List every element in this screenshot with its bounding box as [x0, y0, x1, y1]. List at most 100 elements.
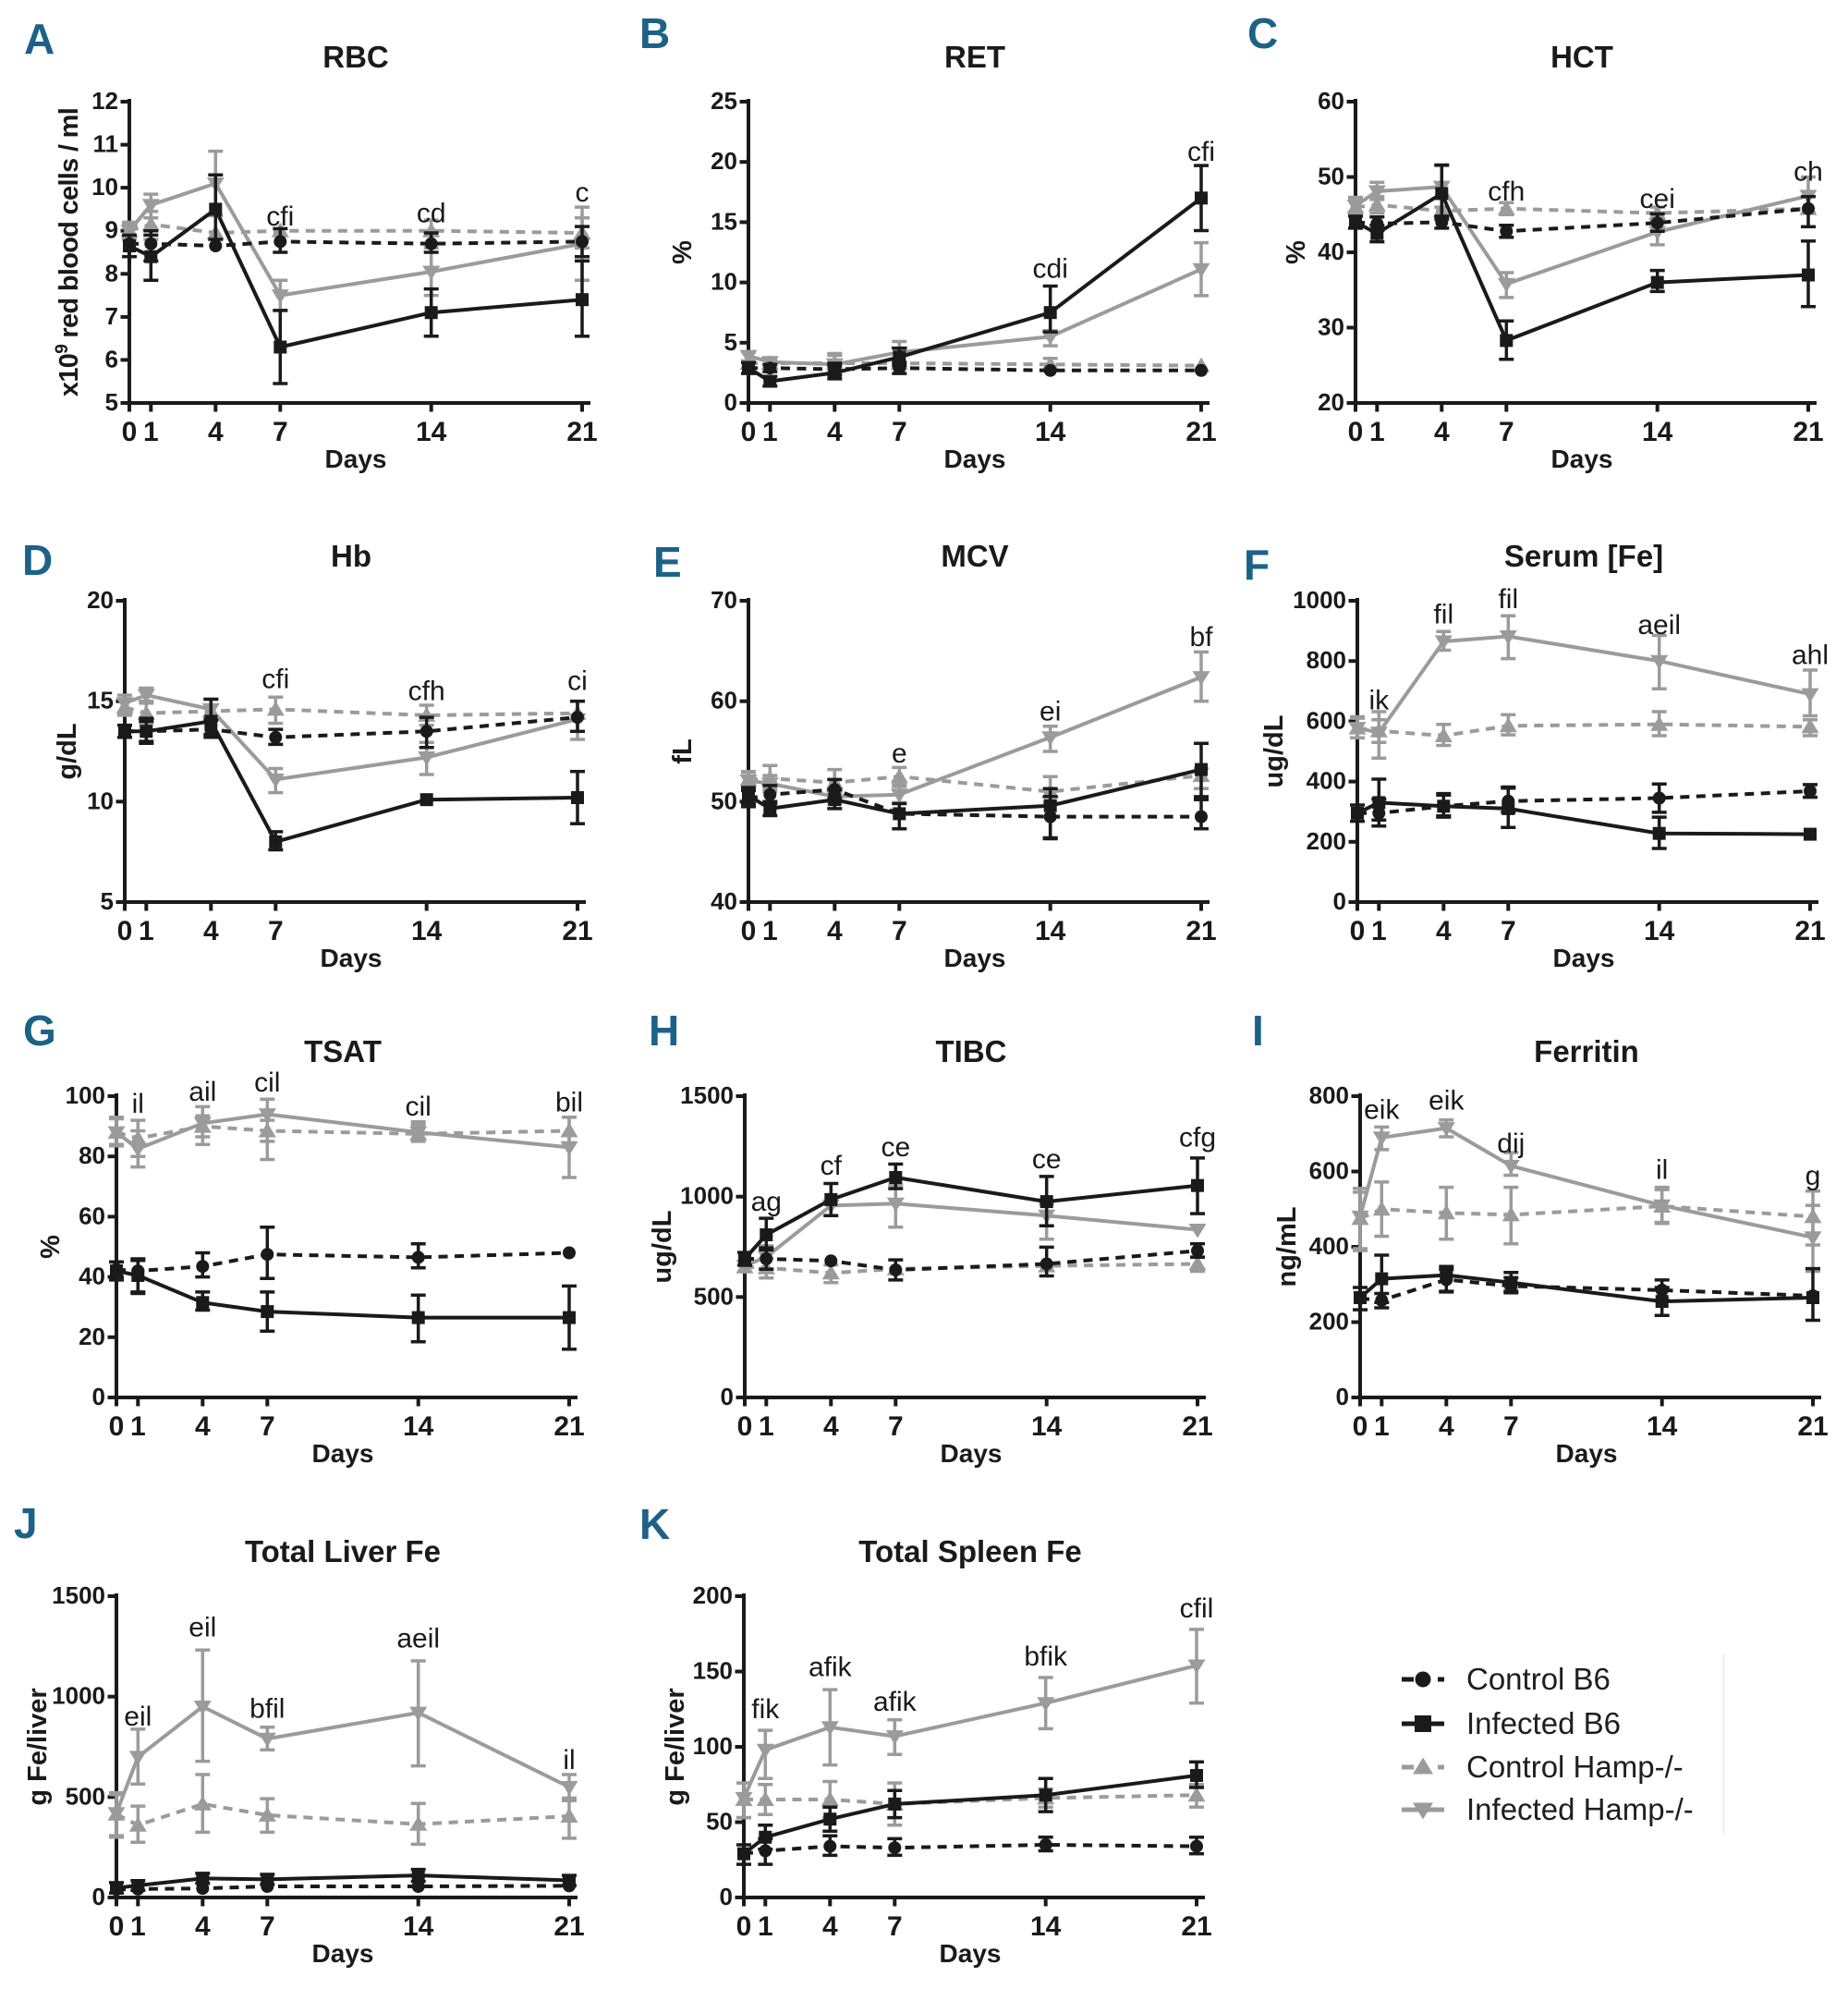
svg-text:4: 4 — [823, 1411, 839, 1442]
svg-text:Days: Days — [312, 1439, 374, 1468]
svg-text:Days: Days — [944, 445, 1006, 473]
svg-text:400: 400 — [1309, 1232, 1349, 1260]
svg-text:800: 800 — [1307, 646, 1346, 674]
svg-text:20: 20 — [1318, 388, 1344, 416]
svg-text:0: 0 — [736, 1911, 752, 1942]
svg-text:cfh: cfh — [408, 677, 445, 707]
svg-text:Days: Days — [312, 1939, 374, 1968]
svg-text:F: F — [1244, 541, 1270, 589]
svg-text:7: 7 — [1499, 417, 1514, 447]
svg-text:21: 21 — [553, 1911, 584, 1942]
svg-text:Ferritin: Ferritin — [1534, 1034, 1639, 1068]
svg-text:1000: 1000 — [1293, 586, 1346, 614]
svg-text:25: 25 — [711, 87, 737, 115]
svg-text:C: C — [1247, 9, 1278, 57]
svg-text:0: 0 — [109, 1911, 125, 1942]
svg-text:40: 40 — [1318, 238, 1344, 265]
svg-text:e: e — [892, 738, 907, 769]
svg-text:50: 50 — [706, 1808, 733, 1836]
svg-text:4: 4 — [827, 916, 843, 946]
svg-text:bfik: bfik — [1024, 1641, 1068, 1672]
svg-text:afik: afik — [808, 1652, 853, 1682]
svg-text:ail: ail — [188, 1077, 216, 1107]
svg-text:ahl: ahl — [1792, 641, 1829, 671]
svg-text:eil: eil — [124, 1702, 152, 1732]
svg-text:20: 20 — [711, 147, 737, 175]
svg-text:0: 0 — [109, 1411, 125, 1442]
svg-text:fik: fik — [751, 1694, 780, 1725]
svg-text:7: 7 — [268, 916, 284, 946]
svg-text:Days: Days — [1551, 445, 1613, 473]
svg-text:0: 0 — [1350, 916, 1366, 946]
svg-text:15: 15 — [711, 207, 737, 235]
svg-text:21: 21 — [1797, 1411, 1828, 1442]
svg-text:7: 7 — [892, 417, 907, 447]
svg-text:100: 100 — [693, 1732, 733, 1760]
svg-text:14: 14 — [1030, 1911, 1062, 1942]
svg-text:4: 4 — [195, 1911, 211, 1942]
svg-text:A: A — [24, 15, 55, 63]
svg-text:150: 150 — [693, 1657, 733, 1685]
svg-text:Days: Days — [325, 445, 387, 473]
svg-text:cfi: cfi — [266, 201, 294, 232]
svg-text:il: il — [1656, 1155, 1668, 1186]
svg-text:1: 1 — [759, 1411, 774, 1442]
svg-text:cfi: cfi — [1187, 137, 1215, 167]
svg-text:7: 7 — [887, 1911, 903, 1942]
svg-text:1: 1 — [758, 1911, 773, 1942]
svg-text:cdi: cdi — [1033, 253, 1068, 284]
svg-text:ug/dL: ug/dL — [1259, 715, 1289, 788]
svg-text:21: 21 — [566, 417, 597, 447]
svg-text:cil: cil — [406, 1092, 432, 1122]
svg-text:RBC: RBC — [322, 40, 389, 74]
svg-text:21: 21 — [553, 1411, 584, 1442]
svg-text:Days: Days — [1556, 1439, 1618, 1468]
svg-text:cfg: cfg — [1179, 1122, 1216, 1153]
svg-text:1: 1 — [130, 1411, 146, 1442]
svg-text:4: 4 — [208, 417, 224, 447]
svg-text:200: 200 — [693, 1581, 733, 1609]
svg-text:14: 14 — [416, 417, 447, 447]
svg-text:4: 4 — [1436, 916, 1452, 946]
svg-text:20: 20 — [79, 1323, 105, 1350]
svg-text:14: 14 — [1642, 417, 1673, 447]
svg-text:4: 4 — [1434, 417, 1450, 447]
svg-text:cei: cei — [1640, 184, 1675, 214]
svg-text:HCT: HCT — [1550, 40, 1613, 74]
svg-text:aeil: aeil — [1637, 610, 1681, 641]
svg-text:15: 15 — [87, 687, 114, 714]
svg-text:50: 50 — [711, 787, 737, 814]
svg-text:Serum [Fe]: Serum [Fe] — [1504, 539, 1663, 573]
svg-text:0: 0 — [724, 388, 737, 416]
svg-text:14: 14 — [1647, 1411, 1678, 1442]
svg-text:G: G — [23, 1007, 56, 1055]
svg-text:g Fe/liver: g Fe/liver — [23, 1688, 53, 1805]
svg-text:I: I — [1252, 1007, 1264, 1055]
svg-text:21: 21 — [1794, 916, 1825, 946]
svg-text:0: 0 — [1353, 1411, 1368, 1442]
svg-text:g Fe/liver: g Fe/liver — [661, 1688, 690, 1805]
svg-text:il: il — [563, 1745, 575, 1775]
svg-text:6: 6 — [105, 345, 118, 372]
svg-text:4: 4 — [1439, 1411, 1454, 1442]
svg-text:Days: Days — [944, 944, 1006, 972]
svg-text:5: 5 — [724, 328, 737, 356]
svg-text:4: 4 — [203, 916, 219, 946]
svg-text:30: 30 — [1318, 313, 1344, 341]
svg-text:7: 7 — [260, 1411, 275, 1442]
svg-text:60: 60 — [711, 687, 737, 714]
svg-text:1: 1 — [762, 916, 778, 946]
svg-text:%: % — [1282, 240, 1311, 264]
svg-text:bil: bil — [555, 1087, 583, 1117]
svg-text:0: 0 — [741, 916, 757, 946]
svg-text:fL: fL — [668, 738, 698, 763]
svg-text:0: 0 — [720, 1883, 733, 1910]
svg-text:5: 5 — [105, 388, 118, 416]
svg-text:B: B — [639, 9, 670, 57]
svg-text:g/dL: g/dL — [53, 723, 82, 779]
svg-text:MCV: MCV — [941, 539, 1008, 573]
svg-text:1: 1 — [139, 916, 154, 946]
svg-text:0: 0 — [737, 1411, 753, 1442]
svg-text:200: 200 — [1307, 827, 1346, 855]
svg-text:Infected Hamp-/-: Infected Hamp-/- — [1466, 1792, 1694, 1826]
